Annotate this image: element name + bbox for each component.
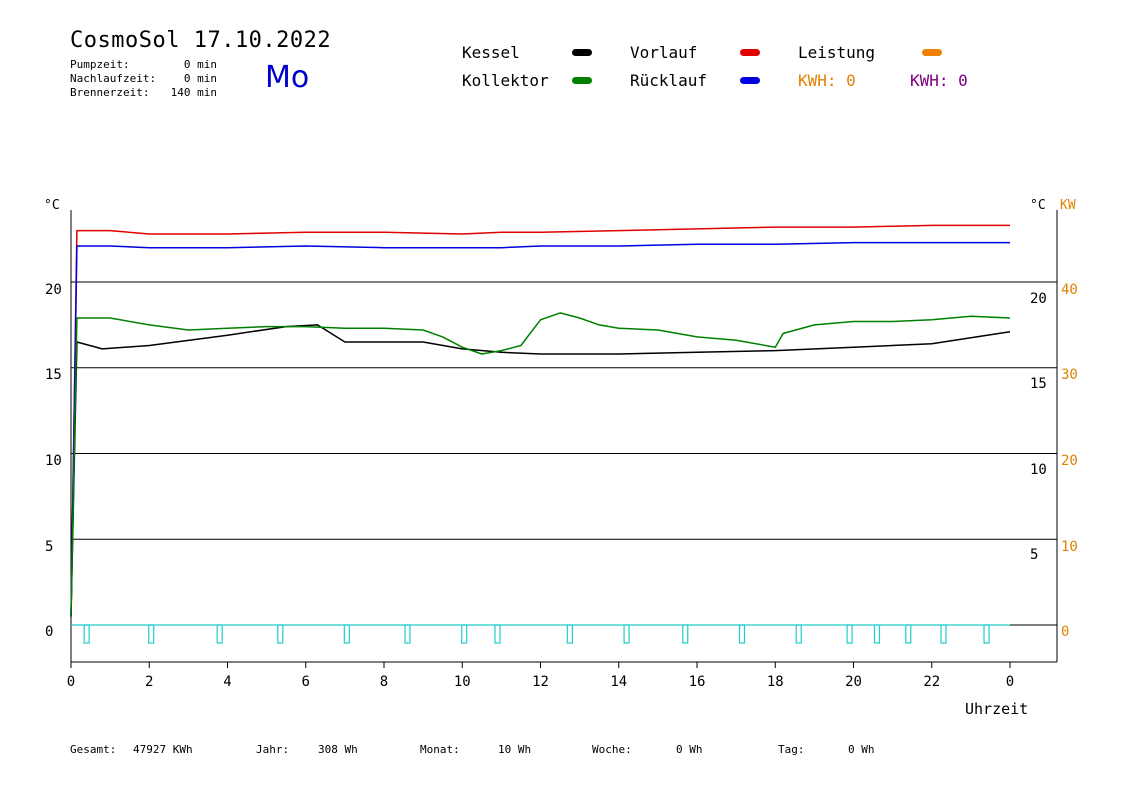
series-line-vorlauf <box>70 224 1010 617</box>
footer-jahr-label: Jahr: <box>256 743 290 756</box>
left-tick-15: 15 <box>45 367 62 383</box>
kw-tick-10: 10 <box>1061 539 1078 555</box>
stat-nachlaufzeit-label: Nachlaufzeit: <box>70 72 157 85</box>
stat-pumpzeit-label: Pumpzeit: <box>70 58 130 71</box>
series-line-kollektor <box>70 312 1011 617</box>
x-tick-label: 0 <box>67 674 75 690</box>
x-tick-label: 12 <box>532 674 549 690</box>
footer-woche-label: Woche: <box>592 743 632 756</box>
right-tick-20: 20 <box>1030 291 1047 307</box>
legend-kollektor-swatch <box>572 77 592 84</box>
x-tick-label: 22 <box>923 674 940 690</box>
pulse-marker <box>494 624 501 644</box>
pulse-marker <box>461 624 468 644</box>
footer-tag-value: 0 Wh <box>848 743 875 756</box>
footer-tag-label: Tag: <box>778 743 805 756</box>
legend-kessel-label: Kessel <box>462 43 520 62</box>
footer-woche-value: 0 Wh <box>676 743 703 756</box>
weekday-label: Mo <box>265 60 310 95</box>
series-line-kessel <box>70 324 1011 617</box>
x-tick-label: 0 <box>1006 674 1014 690</box>
footer-jahr-value: 308 Wh <box>318 743 358 756</box>
pulse-marker <box>795 624 802 644</box>
footer-gesamt-label: Gesamt: <box>70 743 117 756</box>
pulse-marker <box>83 624 90 644</box>
footer-gesamt-value: 47927 KWh <box>133 743 193 756</box>
pulse-marker <box>905 624 912 644</box>
kw-tick-40: 40 <box>1061 282 1078 298</box>
pulse-marker <box>940 624 947 644</box>
right-tick-15: 15 <box>1030 376 1047 392</box>
legend-leistung-label: Leistung <box>798 43 876 62</box>
x-tick-label: 8 <box>380 674 388 690</box>
stat-brennerzeit-label: Brennerzeit: <box>70 86 150 99</box>
right-tick-10: 10 <box>1030 462 1047 478</box>
legend-ruecklauf-swatch <box>740 77 760 84</box>
left-tick-20: 20 <box>45 282 62 298</box>
x-tick-label: 4 <box>223 674 231 690</box>
pulse-marker <box>216 624 223 644</box>
x-axis-label: Uhrzeit <box>965 700 1029 718</box>
pulse-marker <box>404 624 411 644</box>
pulse-marker <box>682 624 689 644</box>
legend-leistung-swatch <box>922 49 942 56</box>
footer-monat-value: 10 Wh <box>498 743 532 756</box>
stat-brennerzeit-value: 140 min <box>170 86 217 99</box>
x-tick-label: 14 <box>610 674 627 690</box>
x-tick-label: 16 <box>689 674 706 690</box>
pulse-marker <box>277 624 284 644</box>
right-axis-unit: °C <box>1030 198 1046 213</box>
pulse-marker <box>873 624 881 644</box>
page-title: CosmoSol 17.10.2022 <box>70 28 332 53</box>
x-tick-label: 20 <box>845 674 862 690</box>
kw-axis-unit: KW <box>1060 198 1076 213</box>
x-tick-label: 10 <box>454 674 471 690</box>
right-tick-5: 5 <box>1030 547 1039 563</box>
stat-nachlaufzeit-value: 0 min <box>183 72 217 85</box>
kw-tick-20: 20 <box>1061 453 1078 469</box>
left-axis-unit: °C <box>44 198 60 213</box>
legend-vorlauf-swatch <box>740 49 760 56</box>
left-tick-0: 0 <box>45 624 54 640</box>
left-tick-5: 5 <box>45 539 54 555</box>
pulse-marker <box>623 624 630 644</box>
kw-tick-30: 30 <box>1061 367 1078 383</box>
legend-ruecklauf-label: Rücklauf <box>630 71 708 90</box>
stat-pumpzeit-value: 0 min <box>183 58 217 71</box>
pulse-marker <box>983 624 990 644</box>
legend-kwh-orange: KWH: 0 <box>798 71 856 90</box>
x-tick-label: 2 <box>145 674 153 690</box>
pulse-marker <box>148 624 155 644</box>
footer-monat-label: Monat: <box>420 743 460 756</box>
legend-kessel-swatch <box>572 49 592 56</box>
left-tick-10: 10 <box>45 453 62 469</box>
legend-kollektor-label: Kollektor <box>462 71 549 90</box>
x-tick-label: 6 <box>302 674 310 690</box>
legend-kwh-purple: KWH: 0 <box>910 71 968 90</box>
x-tick-label: 18 <box>767 674 784 690</box>
kw-tick-0: 0 <box>1061 624 1070 640</box>
pulse-marker <box>343 624 350 644</box>
legend-vorlauf-label: Vorlauf <box>630 43 698 62</box>
pulse-marker <box>846 624 853 644</box>
pulse-marker <box>566 624 573 644</box>
series-line-ruecklauf <box>70 241 1010 617</box>
pulse-marker <box>738 624 746 644</box>
